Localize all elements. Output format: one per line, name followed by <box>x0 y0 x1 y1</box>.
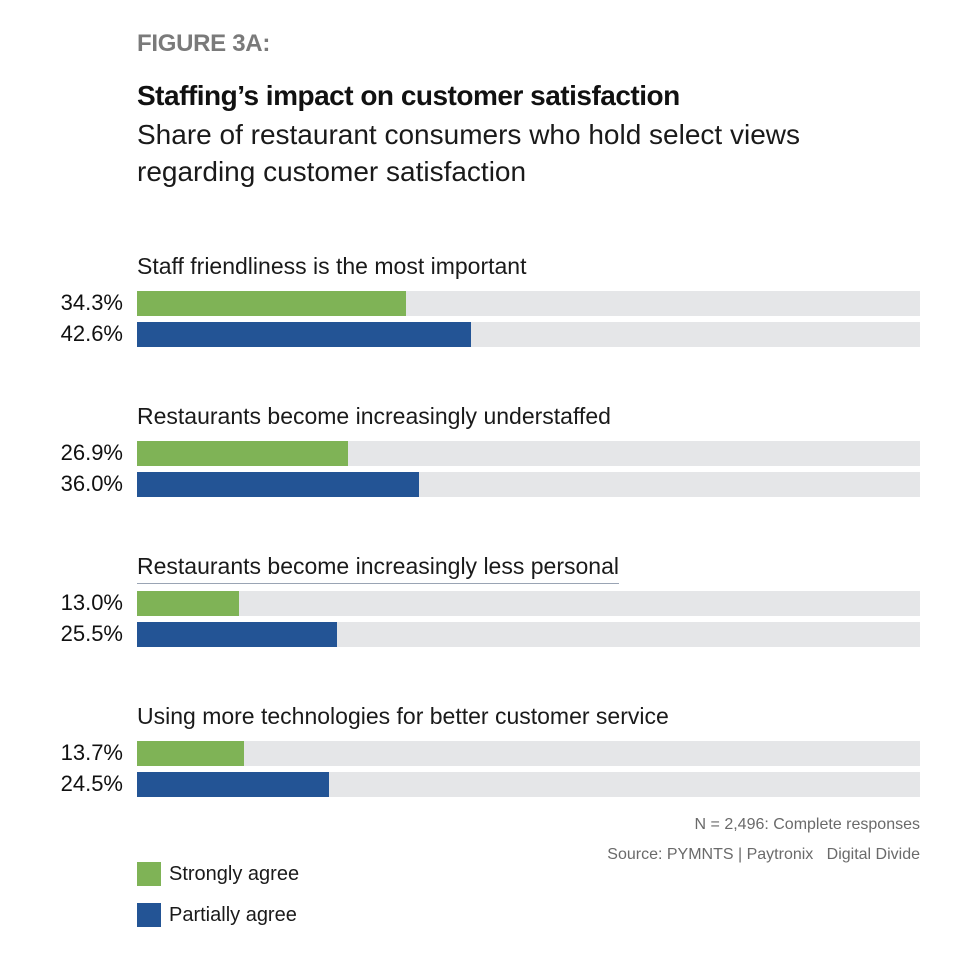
category-label: Using more technologies for better custo… <box>137 703 669 729</box>
legend-label: Strongly agree <box>169 862 300 885</box>
source-note: Source: PYMNTS | Paytronix Digital Divid… <box>607 846 920 863</box>
bar-strongly-agree <box>137 741 245 766</box>
bar-track <box>137 741 920 766</box>
value-label: 36.0% <box>60 471 123 496</box>
bar-strongly-agree <box>137 441 348 466</box>
bar-track <box>137 472 920 497</box>
value-label: 13.7% <box>60 740 123 765</box>
legend-swatch-partially-agree <box>137 903 161 927</box>
legend-swatch-strongly-agree <box>137 862 161 886</box>
category-label: Staff friendliness is the most important <box>137 253 527 279</box>
figure-label: FIGURE 3A: <box>137 30 271 57</box>
value-label: 26.9% <box>60 440 123 465</box>
bar-track <box>137 772 920 797</box>
chart-subtitle: Share of restaurant consumers who hold s… <box>137 119 800 187</box>
bar-partially-agree <box>137 322 471 347</box>
chart-title: Staffing’s impact on customer satisfacti… <box>137 80 680 111</box>
category-label: Restaurants become increasingly less per… <box>137 553 619 584</box>
category-label: Restaurants become increasingly understa… <box>137 403 611 429</box>
bar-partially-agree <box>137 622 337 647</box>
bar-track <box>137 441 920 466</box>
value-label: 13.0% <box>60 590 123 615</box>
sample-size-note: N = 2,496: Complete responses <box>694 816 920 833</box>
bar-track <box>137 591 920 616</box>
bar-partially-agree <box>137 472 419 497</box>
legend-item-partially-agree: Partially agree <box>137 903 297 927</box>
value-label: 34.3% <box>60 290 123 315</box>
value-label: 25.5% <box>60 621 123 646</box>
value-label: 42.6% <box>60 321 123 346</box>
bar-track <box>137 622 920 647</box>
bar-track <box>137 322 920 347</box>
bar-partially-agree <box>137 772 329 797</box>
bar-strongly-agree <box>137 291 406 316</box>
legend-label: Partially agree <box>169 903 297 926</box>
legend-item-strongly-agree: Strongly agree <box>137 862 299 886</box>
value-label: 24.5% <box>60 771 123 796</box>
bar-strongly-agree <box>137 591 239 616</box>
bar-track <box>137 291 920 316</box>
